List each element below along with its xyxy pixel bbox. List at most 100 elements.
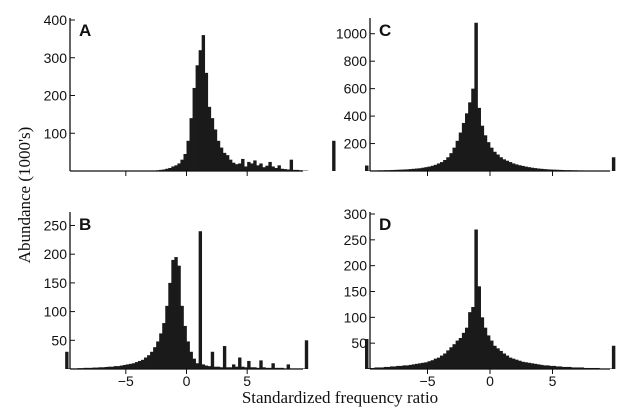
bar bbox=[430, 360, 435, 369]
bar bbox=[365, 165, 369, 171]
bar bbox=[465, 113, 469, 171]
y-tick-label: 200 bbox=[44, 88, 68, 104]
bar bbox=[536, 364, 541, 369]
bar bbox=[383, 366, 388, 369]
bar bbox=[505, 355, 510, 369]
bar bbox=[483, 327, 488, 369]
bar bbox=[480, 125, 485, 171]
bar bbox=[201, 364, 206, 369]
bar bbox=[561, 366, 566, 369]
bar bbox=[171, 259, 175, 369]
panel-c: 200 400 600 800 1000 C bbox=[336, 18, 616, 176]
bar bbox=[301, 368, 306, 369]
bar bbox=[424, 362, 428, 369]
bar bbox=[568, 366, 572, 369]
bar bbox=[458, 338, 463, 369]
bar bbox=[265, 165, 269, 171]
bar bbox=[198, 50, 203, 172]
panel-a: 100 200 300 400 A bbox=[44, 12, 336, 176]
bar bbox=[268, 161, 272, 171]
bar bbox=[162, 169, 166, 171]
bar bbox=[262, 167, 266, 171]
bar bbox=[399, 169, 403, 171]
bar bbox=[186, 341, 190, 369]
bar bbox=[210, 351, 215, 369]
bar bbox=[286, 169, 290, 171]
bar bbox=[436, 163, 441, 171]
bar bbox=[180, 305, 184, 369]
bar bbox=[228, 367, 233, 369]
panel-label: C bbox=[379, 21, 391, 40]
bar bbox=[95, 367, 99, 369]
bar bbox=[530, 363, 535, 369]
bar bbox=[496, 154, 500, 171]
bar bbox=[192, 358, 196, 369]
bar bbox=[427, 361, 431, 369]
bar bbox=[502, 353, 506, 369]
bar bbox=[192, 87, 196, 171]
bar bbox=[421, 362, 425, 369]
bar bbox=[474, 229, 478, 369]
bar bbox=[483, 135, 488, 171]
bar bbox=[405, 169, 410, 171]
bar bbox=[204, 72, 209, 171]
bar bbox=[402, 169, 406, 171]
bar bbox=[493, 345, 497, 369]
bar bbox=[332, 140, 336, 171]
bar bbox=[250, 163, 254, 171]
bar bbox=[122, 364, 127, 369]
bar bbox=[399, 365, 403, 369]
bar bbox=[571, 367, 575, 369]
bar bbox=[433, 358, 438, 369]
bar bbox=[250, 367, 254, 369]
bar bbox=[490, 340, 494, 369]
bar bbox=[499, 157, 503, 171]
bar bbox=[238, 163, 242, 171]
y-tick-label: 200 bbox=[344, 258, 368, 274]
bar bbox=[386, 366, 391, 369]
bar bbox=[110, 366, 115, 369]
bar bbox=[496, 348, 500, 369]
bar bbox=[241, 158, 245, 171]
panel-d: 50 100 150 200 250 300 −5 0 5 D bbox=[344, 206, 616, 389]
bar bbox=[235, 366, 239, 369]
bar bbox=[486, 335, 491, 369]
bar bbox=[574, 367, 578, 369]
bar bbox=[374, 367, 378, 369]
bar bbox=[411, 364, 416, 369]
bar bbox=[289, 159, 294, 171]
bar bbox=[396, 365, 400, 369]
bar bbox=[238, 357, 242, 369]
bar bbox=[536, 168, 541, 171]
bar bbox=[533, 363, 538, 369]
bar bbox=[552, 169, 556, 171]
bar bbox=[477, 286, 481, 369]
bar bbox=[515, 164, 519, 171]
y-tick-label: 300 bbox=[344, 206, 368, 222]
y-tick-label: 200 bbox=[344, 136, 368, 152]
bar bbox=[518, 360, 522, 369]
bar bbox=[274, 167, 278, 171]
x-tick-label: −5 bbox=[118, 373, 134, 389]
bar bbox=[499, 350, 503, 369]
bar bbox=[104, 366, 108, 369]
bar bbox=[549, 169, 553, 171]
x-tick-label: 0 bbox=[183, 373, 191, 389]
bar bbox=[611, 157, 616, 171]
y-tick-label: 150 bbox=[44, 275, 68, 291]
bar bbox=[515, 359, 519, 369]
bar bbox=[540, 364, 544, 369]
bar bbox=[98, 367, 102, 369]
bar bbox=[262, 367, 266, 369]
bar bbox=[418, 168, 422, 171]
bar bbox=[189, 118, 193, 171]
bar bbox=[477, 107, 481, 171]
bar bbox=[195, 65, 199, 171]
bar bbox=[468, 102, 472, 171]
bar bbox=[380, 367, 385, 369]
bar bbox=[521, 361, 525, 369]
bar bbox=[465, 327, 469, 369]
bar bbox=[365, 339, 369, 369]
bar bbox=[546, 169, 550, 171]
